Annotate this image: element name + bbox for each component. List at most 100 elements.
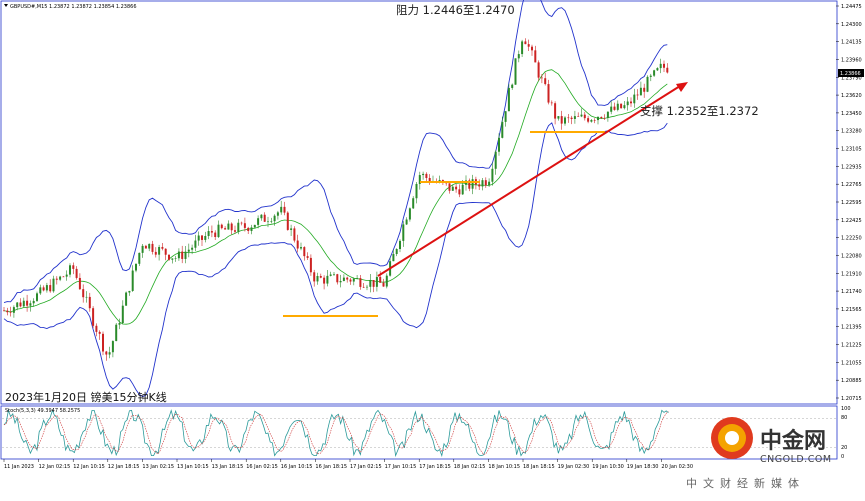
candle-body	[369, 279, 372, 287]
candle-body	[108, 352, 111, 355]
candle-body	[630, 101, 632, 104]
candle-body	[537, 62, 540, 78]
candle-body	[550, 102, 553, 104]
candle-body	[316, 276, 319, 282]
candle-body	[643, 87, 646, 92]
candle-body	[346, 277, 349, 280]
candle-body	[187, 249, 190, 252]
candle-body	[573, 116, 576, 119]
candle-body	[498, 137, 500, 152]
time-tick-label: 16 Jan 18:15	[315, 464, 347, 470]
candle-body	[128, 290, 131, 293]
price-tick-label: 1.21225	[841, 343, 862, 349]
candle-body	[524, 41, 527, 45]
candle-body	[276, 212, 279, 216]
candle-body	[243, 223, 246, 228]
middle-band	[3, 69, 668, 325]
candle-body	[521, 41, 524, 55]
candle-body	[606, 111, 609, 118]
current-price-label: 1.23866	[840, 71, 861, 77]
candle-body	[115, 324, 118, 342]
candle-body	[220, 224, 223, 229]
price-tick-label: 1.21395	[841, 325, 862, 331]
candle-body	[408, 208, 411, 220]
candle-body	[227, 223, 230, 230]
time-axis: 11 Jan 2023 12 Jan 02:15 12 Jan 10:15 12 Ja…	[3, 459, 693, 470]
candle-body	[333, 274, 335, 275]
candle-body	[504, 111, 507, 122]
symbol-header: GBPUSD#,M15 1.23872 1.23872 1.23854 1.23…	[10, 4, 137, 10]
candle-body	[319, 276, 322, 278]
candle-body	[303, 247, 306, 257]
candle-body	[653, 70, 656, 76]
candle-body	[600, 116, 603, 118]
candle-body	[577, 116, 580, 117]
candle-body	[352, 278, 355, 282]
candle-body	[78, 277, 81, 290]
candle-body	[494, 151, 497, 169]
candle-body	[418, 175, 421, 184]
candle-body	[402, 224, 405, 241]
candle-body	[263, 214, 266, 222]
candle-body	[323, 277, 326, 284]
candle-body	[610, 106, 613, 112]
candle-body	[514, 58, 517, 85]
time-tick-label: 17 Jan 18:15	[419, 464, 451, 470]
candle-body	[174, 258, 177, 259]
price-tick-label: 1.24300	[841, 22, 862, 28]
time-tick-label: 19 Jan 02:30	[558, 464, 590, 470]
time-tick-label: 16 Jan 02:15	[246, 464, 278, 470]
time-tick-label: 13 Jan 02:15	[142, 464, 174, 470]
candle-body	[293, 228, 296, 241]
candle-body	[639, 87, 642, 96]
candle-body	[181, 251, 184, 259]
candle-body	[197, 235, 200, 241]
logo-cn: 中金网	[760, 428, 826, 454]
lower-band	[3, 122, 668, 398]
stoch-k-line	[3, 408, 669, 458]
price-tick-label: 1.20715	[841, 396, 862, 402]
candle-body	[125, 292, 128, 306]
candle-body	[349, 279, 352, 282]
candle-body	[405, 219, 408, 225]
candle-body	[428, 177, 431, 183]
time-tick-label: 20 Jan 02:30	[661, 464, 693, 470]
candle-body	[283, 206, 286, 213]
candle-body	[557, 116, 560, 119]
candle-body	[273, 215, 276, 222]
time-tick-label: 13 Jan 10:15	[177, 464, 209, 470]
candle-body	[69, 265, 71, 275]
candle-body	[72, 265, 75, 269]
candle-body	[207, 231, 210, 236]
time-tick-label: 17 Jan 10:15	[385, 464, 417, 470]
candle-body	[32, 300, 35, 304]
time-tick-label: 13 Jan 18:15	[212, 464, 244, 470]
trend-arrow-icon	[676, 82, 688, 92]
candle-body	[194, 240, 197, 248]
candle-body	[306, 256, 309, 258]
time-tick-label: 12 Jan 02:15	[39, 464, 71, 470]
candle-body	[382, 282, 385, 287]
candle-body	[471, 179, 474, 189]
candle-body	[19, 302, 22, 307]
price-axis: 1.24475 1.24300 1.24135 1.23960 1.23790 1.236…	[836, 4, 862, 402]
candle-body	[217, 224, 220, 238]
candle-body	[646, 76, 649, 92]
candle-body	[656, 68, 659, 71]
dropdown-triangle-icon[interactable]	[4, 4, 8, 7]
candle-body	[65, 274, 68, 277]
candle-body	[540, 77, 543, 79]
candle-body	[623, 105, 626, 109]
candle-body	[590, 120, 593, 122]
logo-en: CNGOLD.COM	[760, 454, 832, 465]
candle-body	[501, 121, 504, 138]
candle-body	[448, 183, 451, 191]
stoch-level-20: 20	[841, 445, 847, 451]
cngold-logo: 中金网 CNGOLD.COM	[711, 417, 832, 465]
time-tick-label: 11 Jan 2023	[4, 464, 34, 470]
candle-body	[636, 94, 639, 96]
candle-body	[102, 333, 104, 352]
candle-body	[121, 305, 124, 324]
candle-body	[626, 101, 629, 106]
candle-body	[224, 228, 227, 230]
